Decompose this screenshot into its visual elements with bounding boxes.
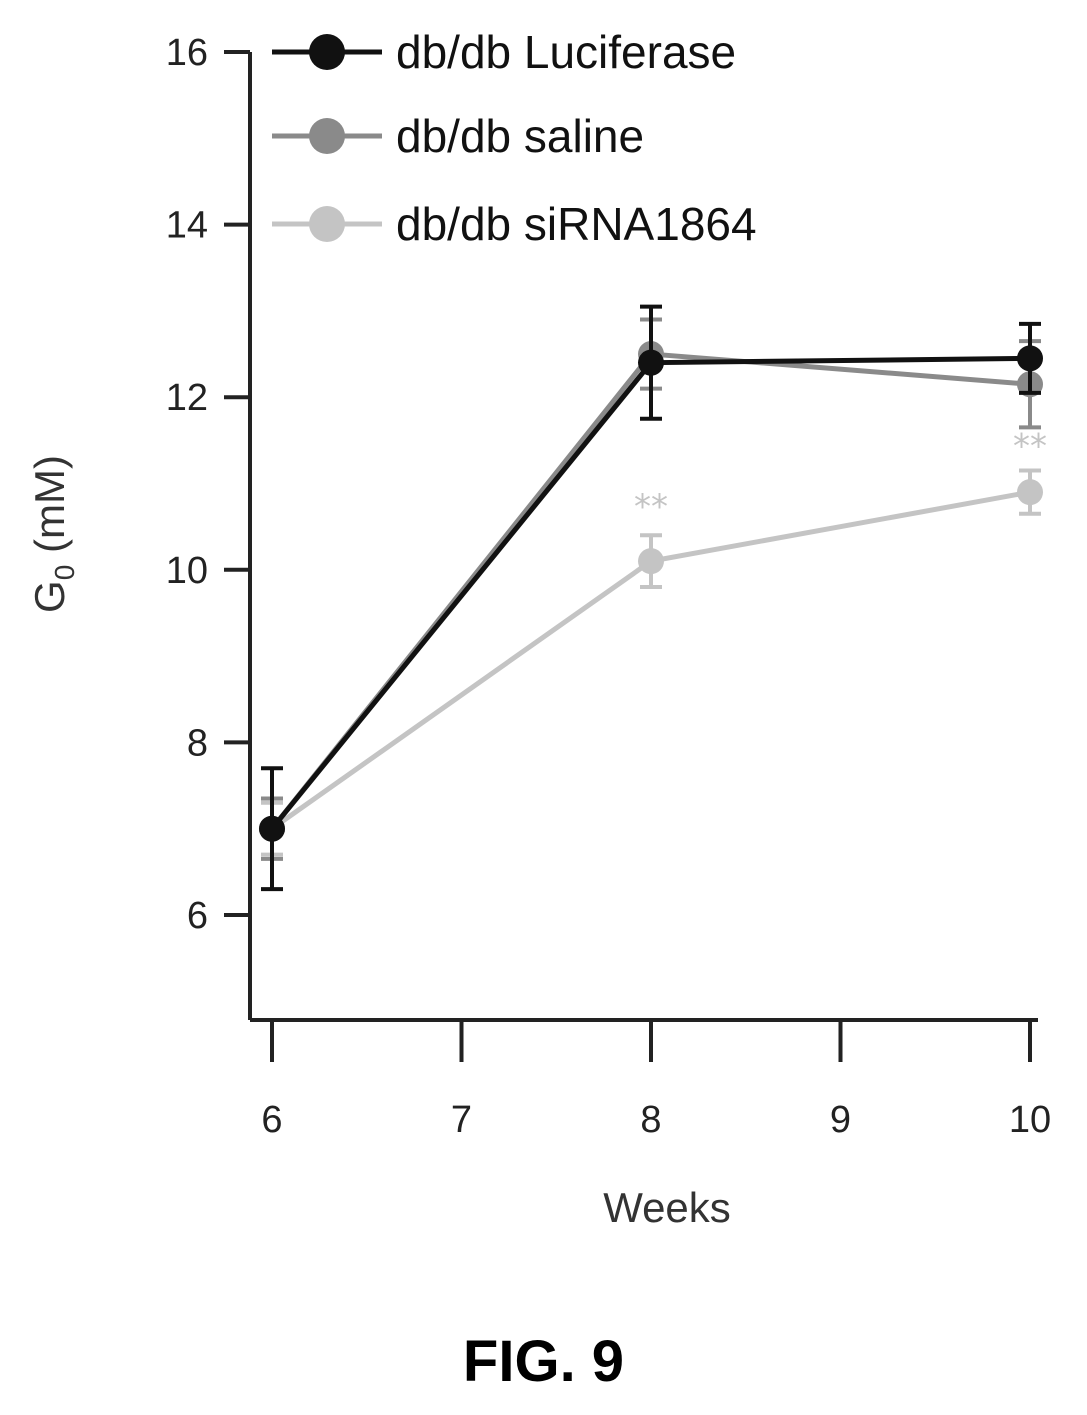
y-axis-title: G0 (mM) bbox=[26, 455, 80, 613]
x-axis-title: Weeks bbox=[603, 1184, 731, 1231]
data-point bbox=[259, 815, 285, 842]
legend: db/db Luciferase db/db saline db/db siRNA1… bbox=[272, 26, 757, 250]
legend-swatch-marker bbox=[309, 118, 345, 154]
significance-mark: ** bbox=[1013, 427, 1047, 467]
y-tick-label: 6 bbox=[187, 895, 208, 937]
x-tick-label: 10 bbox=[1009, 1099, 1051, 1141]
series-line bbox=[270, 355, 1031, 831]
y-tick-label: 10 bbox=[166, 550, 208, 592]
y-tick-label: 16 bbox=[166, 32, 208, 74]
x-tick-label: 6 bbox=[261, 1099, 282, 1141]
y-axis-title-subscript: 0 bbox=[49, 565, 80, 581]
data-point bbox=[638, 548, 664, 575]
figure-label: FIG. 9 bbox=[462, 1329, 625, 1394]
series-1 bbox=[259, 304, 1043, 892]
x-axis: 6 7 8 9 10 bbox=[250, 1018, 1051, 1141]
x-tick-label: 9 bbox=[830, 1099, 851, 1141]
legend-label: db/db siRNA1864 bbox=[396, 198, 757, 250]
legend-label: db/db Luciferase bbox=[396, 26, 736, 78]
data-point bbox=[1017, 345, 1043, 372]
data-point bbox=[1017, 479, 1043, 506]
annotation-layer: ** ** bbox=[634, 427, 1047, 527]
legend-item-1: db/db Luciferase bbox=[272, 26, 736, 78]
x-tick-label: 7 bbox=[451, 1099, 472, 1141]
y-tick-label: 8 bbox=[187, 722, 208, 764]
legend-swatch-marker bbox=[309, 206, 345, 242]
legend-item-3: db/db siRNA1864 bbox=[272, 198, 757, 250]
legend-label: db/db saline bbox=[396, 110, 644, 162]
y-axis-title-rest: (mM) bbox=[26, 455, 73, 565]
series-3 bbox=[259, 468, 1043, 857]
y-tick-label: 12 bbox=[166, 377, 208, 419]
series-line bbox=[270, 351, 1031, 831]
legend-item-2: db/db saline bbox=[272, 110, 644, 162]
data-point bbox=[638, 349, 664, 376]
y-tick-label: 14 bbox=[166, 205, 208, 247]
series-layer bbox=[259, 304, 1043, 892]
y-axis: 6 8 10 12 14 16 bbox=[166, 32, 252, 1020]
legend-swatch-marker bbox=[309, 34, 345, 70]
significance-mark: ** bbox=[634, 487, 668, 527]
x-tick-label: 8 bbox=[640, 1099, 661, 1141]
y-axis-title-base: G bbox=[26, 580, 73, 613]
